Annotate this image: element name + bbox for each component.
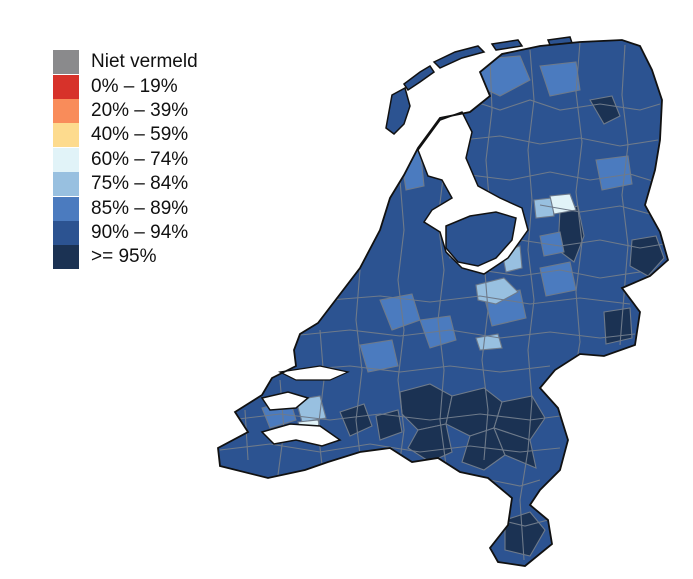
legend-item-60-74: 60% – 74%	[53, 147, 198, 172]
legend-label: Niet vermeld	[91, 51, 198, 73]
legend-label: 60% – 74%	[91, 148, 189, 170]
legend-label: 40% – 59%	[91, 124, 189, 146]
municipality	[549, 193, 577, 215]
municipality	[629, 235, 665, 277]
legend-label: 90% – 94%	[91, 221, 189, 243]
legend-item-90-94: 90% – 94%	[53, 220, 198, 245]
island-terschelling	[432, 45, 486, 69]
haringvliet	[278, 365, 350, 381]
municipality	[493, 427, 537, 469]
legend-item-0-19: 0% – 19%	[53, 74, 198, 99]
legend-item-95-plus: >= 95%	[53, 245, 198, 270]
legend-label: 85% – 89%	[91, 197, 189, 219]
island-ameland	[490, 39, 524, 51]
municipality	[493, 395, 546, 441]
municipality	[539, 231, 565, 257]
legend-swatch	[53, 50, 79, 75]
country-outline	[217, 39, 670, 567]
legend-label: 75% – 84%	[91, 173, 189, 195]
legend-swatch	[53, 245, 79, 270]
legend-swatch	[53, 98, 79, 123]
water-bodies	[260, 111, 529, 447]
legend-swatch	[53, 147, 79, 172]
municipality	[359, 339, 399, 373]
municipality	[539, 61, 581, 97]
municipality	[595, 155, 633, 191]
legend: Niet vermeld 0% – 19% 20% – 39% 40% – 59…	[53, 50, 198, 270]
legend-item-40-59: 40% – 59%	[53, 123, 198, 148]
wadden-islands	[385, 36, 574, 135]
legend-item-20-39: 20% – 39%	[53, 98, 198, 123]
legend-item-75-84: 75% – 84%	[53, 172, 198, 197]
westerschelde	[260, 423, 342, 447]
municipality	[539, 261, 577, 297]
legend-swatch	[53, 220, 79, 245]
legend-label: 0% – 19%	[91, 75, 178, 97]
municipality	[475, 333, 503, 351]
island-texel	[385, 86, 411, 135]
municipality	[407, 423, 453, 463]
municipality	[375, 409, 403, 441]
oosterschelde	[260, 391, 310, 411]
legend-label: >= 95%	[91, 246, 157, 268]
legend-label: 20% – 39%	[91, 99, 189, 121]
municipality	[533, 197, 555, 219]
municipality	[461, 427, 506, 471]
flevoland	[445, 211, 517, 267]
municipality	[589, 95, 621, 125]
legend-item-niet-vermeld: Niet vermeld	[53, 50, 198, 75]
legend-swatch	[53, 74, 79, 99]
legend-swatch	[53, 172, 79, 197]
legend-item-85-89: 85% – 89%	[53, 196, 198, 221]
legend-swatch	[53, 123, 79, 148]
municipality	[419, 315, 457, 349]
island-vlieland	[402, 64, 436, 92]
legend-swatch	[53, 196, 79, 221]
municipality	[603, 307, 633, 345]
